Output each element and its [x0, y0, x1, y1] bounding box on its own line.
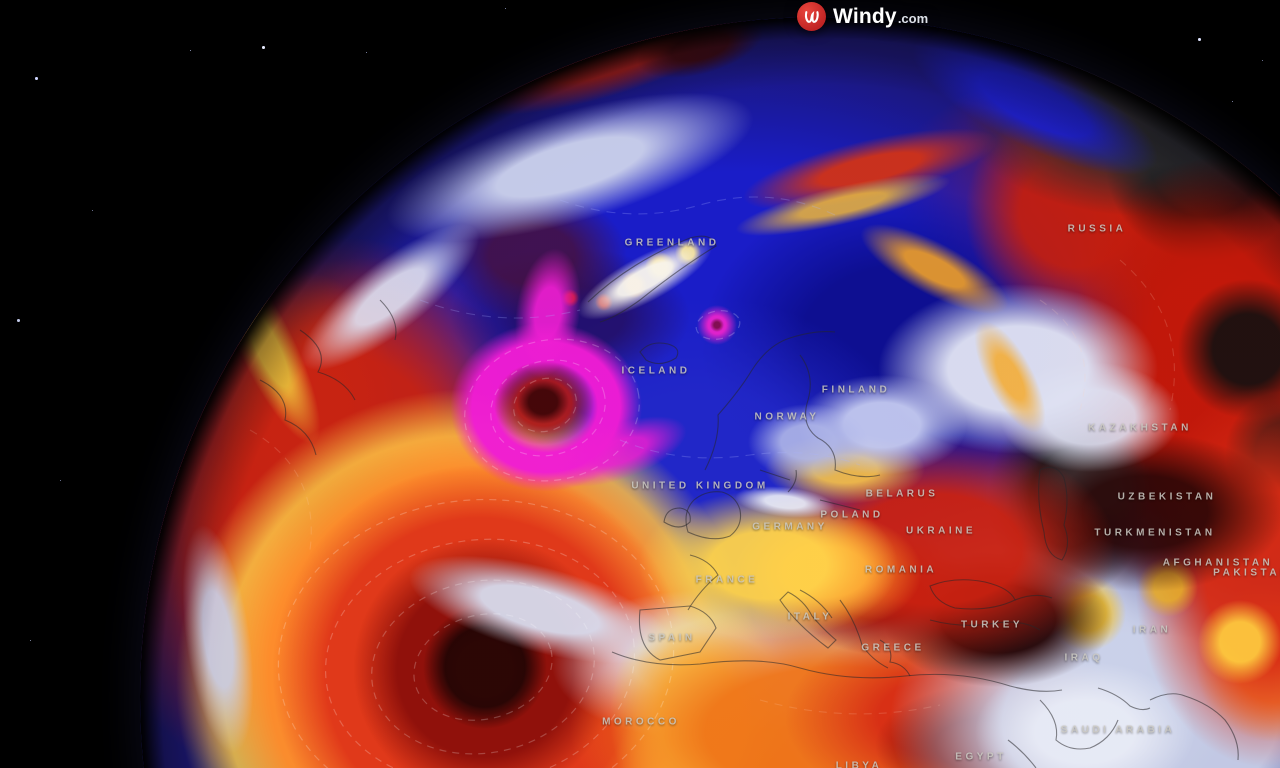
windy-logo[interactable]: Windy .com [797, 2, 928, 31]
space-stars [0, 0, 1, 1]
windy-logo-text: Windy .com [833, 5, 928, 29]
globe-map[interactable] [140, 17, 1280, 768]
windy-tld-text: .com [897, 10, 929, 26]
windy-swirl-icon [797, 2, 826, 31]
windy-brand-text: Windy [833, 4, 897, 28]
